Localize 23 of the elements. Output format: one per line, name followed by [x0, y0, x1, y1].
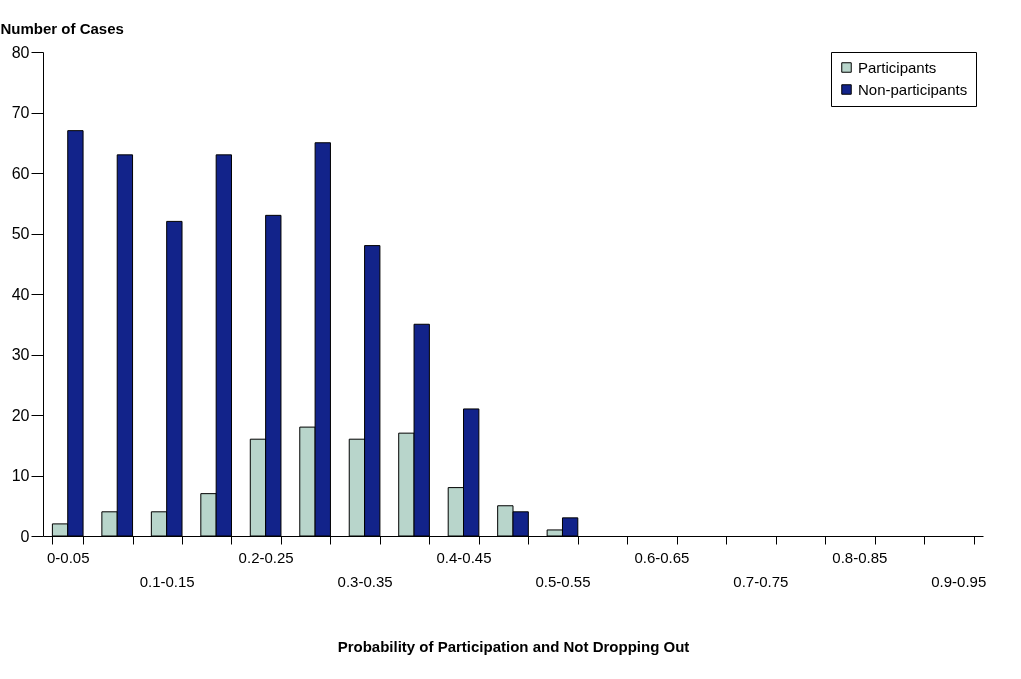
- y-axis-title: Number of Cases: [0, 19, 124, 37]
- x-tick-label: 0.5-0.55: [535, 572, 591, 590]
- x-tick-label: 0.8-0.85: [832, 548, 888, 566]
- x-tick-label: 0.6-0.65: [634, 548, 690, 566]
- y-tick-label: 20: [11, 406, 30, 424]
- x-tick-label: 0.2-0.25: [238, 548, 294, 566]
- x-tick-label: 0.4-0.45: [436, 548, 492, 566]
- y-tick-label: 0: [20, 527, 30, 545]
- x-tick-label: 0.3-0.35: [337, 572, 393, 590]
- y-tick-label: 80: [11, 43, 30, 61]
- y-tick-label: 10: [11, 467, 30, 484]
- legend-label: Participants: [858, 58, 937, 76]
- y-tick-label: 30: [11, 346, 30, 363]
- y-tick-label: 70: [11, 104, 30, 121]
- x-tick-label: 0.9-0.95: [931, 572, 987, 590]
- x-axis-title: Probability of Participation and Not Dropping Out: [337, 637, 690, 655]
- legend-label: Non-participants: [858, 80, 968, 98]
- y-tick-label: 50: [11, 225, 30, 242]
- y-tick-label: 40: [11, 285, 30, 303]
- x-tick-label: 0.7-0.75: [733, 572, 789, 590]
- x-tick-label: 0-0.05: [46, 548, 90, 566]
- x-tick-label: 0.1-0.15: [139, 572, 195, 590]
- y-tick-label: 60: [11, 164, 30, 182]
